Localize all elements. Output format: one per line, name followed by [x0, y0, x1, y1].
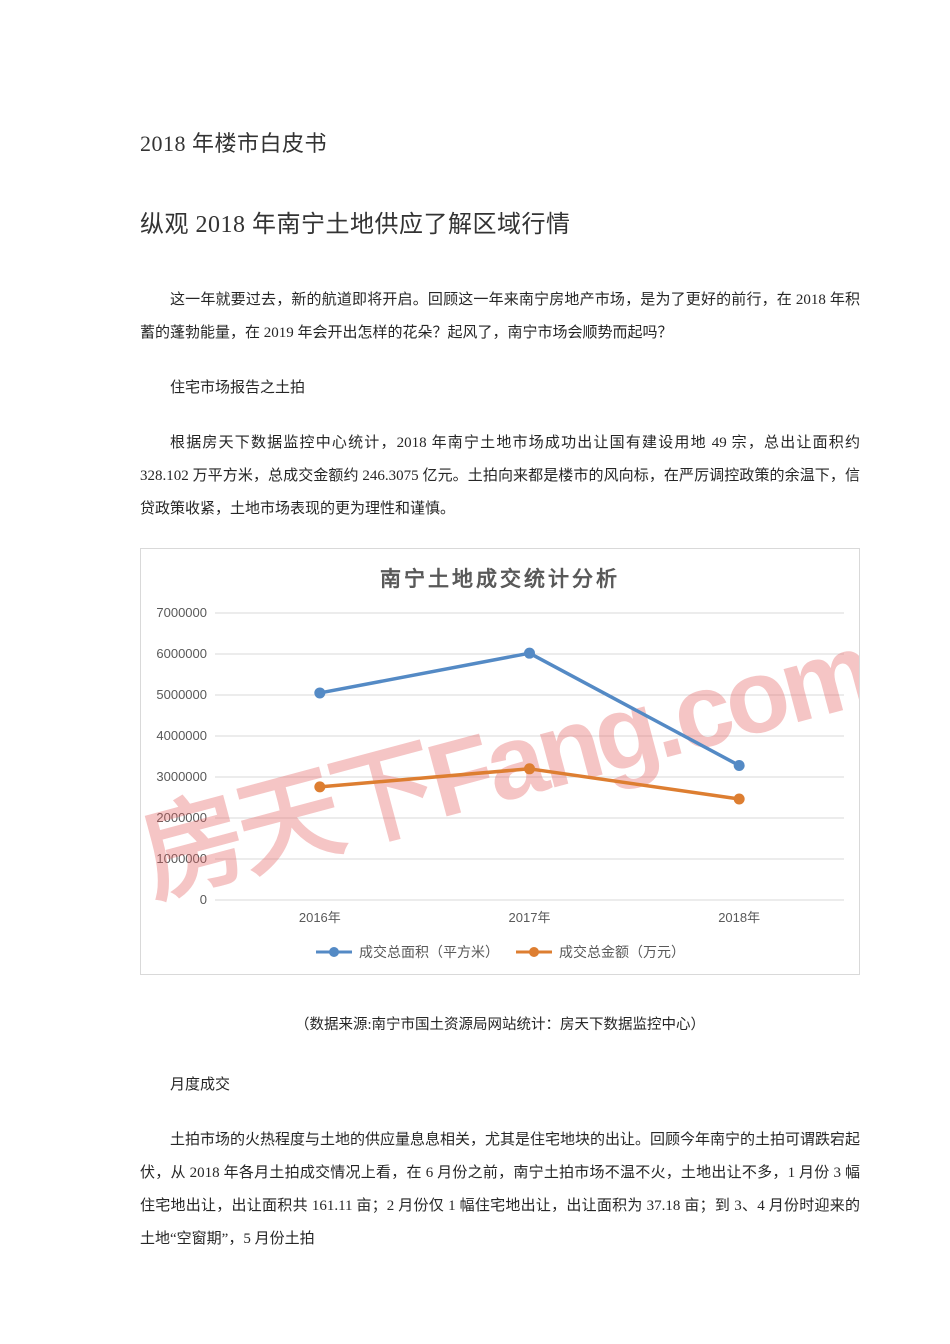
y-tick-label: 6000000 — [156, 646, 207, 661]
data-point — [314, 686, 326, 698]
chart-caption: （数据来源:南宁市国土资源局网站统计：房天下数据监控中心） — [294, 1016, 706, 1033]
paragraph-intro: 这一年就要过去，新的航道即将开启。回顾这一年来南宁房地产市场，是为了更好的前行，… — [140, 291, 860, 341]
data-point — [524, 762, 535, 774]
x-tick-label: 2016年 — [299, 910, 341, 925]
data-point — [314, 780, 326, 792]
data-point — [733, 759, 745, 771]
legend-marker — [316, 946, 352, 957]
data-point — [733, 793, 745, 805]
page-title: 2018 年楼市白皮书 — [140, 131, 328, 156]
page-subtitle: 纵观 2018 年南宁土地供应了解区域行情 — [140, 211, 571, 238]
legend-item: 成交总金额（万元） — [515, 942, 685, 962]
legend-label: 成交总面积（平方米） — [359, 943, 499, 960]
line-chart: 南宁土地成交统计分析 0 1000000 2000000 3000000 4000000… — [140, 547, 860, 975]
legend-label: 成交总金额（万元） — [559, 943, 685, 960]
chart-title: 南宁土地成交统计分析 — [380, 567, 620, 591]
y-tick-label: 5000000 — [156, 687, 207, 702]
y-tick-label: 0 — [200, 892, 207, 907]
x-tick-label: 2017年 — [509, 910, 551, 925]
y-tick-label: 7000000 — [156, 605, 207, 620]
legend-item: 成交总面积（平方米） — [315, 942, 499, 962]
legend-marker — [516, 946, 552, 957]
section-heading-monthly: 月度成交 — [170, 1076, 231, 1093]
chart-plot: 0 1000000 2000000 3000000 4000000 5000000 6000… — [141, 605, 859, 925]
x-tick-label: 2018年 — [718, 910, 760, 925]
y-tick-label: 3000000 — [156, 769, 207, 784]
y-tick-label: 4000000 — [156, 728, 207, 743]
y-tick-label: 2000000 — [156, 810, 207, 825]
chart-legend: 成交总面积（平方米） 成交总金额（万元） — [141, 942, 859, 962]
data-point — [524, 647, 535, 659]
paragraph-monthly: 土拍市场的火热程度与土地的供应量息息相关，尤其是住宅地块的出让。回顾今年南宁的土… — [140, 1131, 861, 1247]
section-heading-land-auction: 住宅市场报告之土拍 — [170, 379, 306, 396]
paragraph-land-auction: 根据房天下数据监控中心统计，2018 年南宁土地市场成功出让国有建设用地 49 … — [140, 434, 860, 517]
y-tick-label: 1000000 — [156, 851, 207, 866]
